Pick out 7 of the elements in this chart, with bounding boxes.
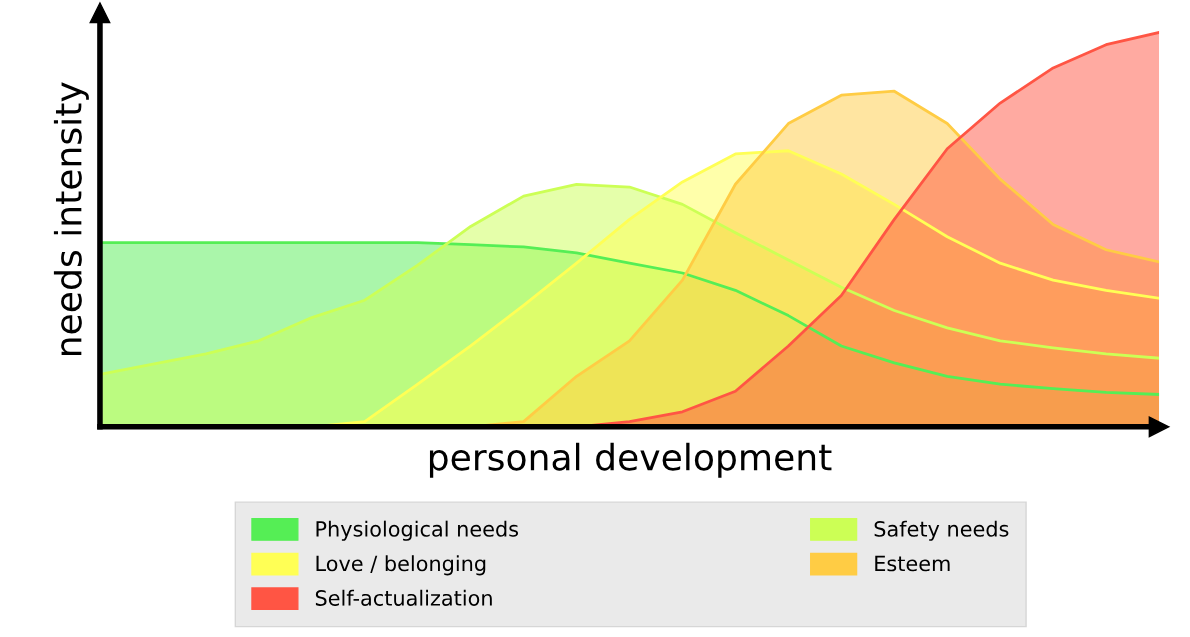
legend-label: Esteem (875, 555, 950, 572)
x-axis-title: personal development (429, 442, 832, 478)
legend-label: Self-actualization (315, 589, 492, 606)
legend-label: Safety needs (874, 520, 1009, 541)
legend-label: Physiological needs (316, 520, 519, 541)
y-axis-title: needs intensity (53, 82, 89, 356)
legend-label: Love / belonging (316, 555, 486, 576)
